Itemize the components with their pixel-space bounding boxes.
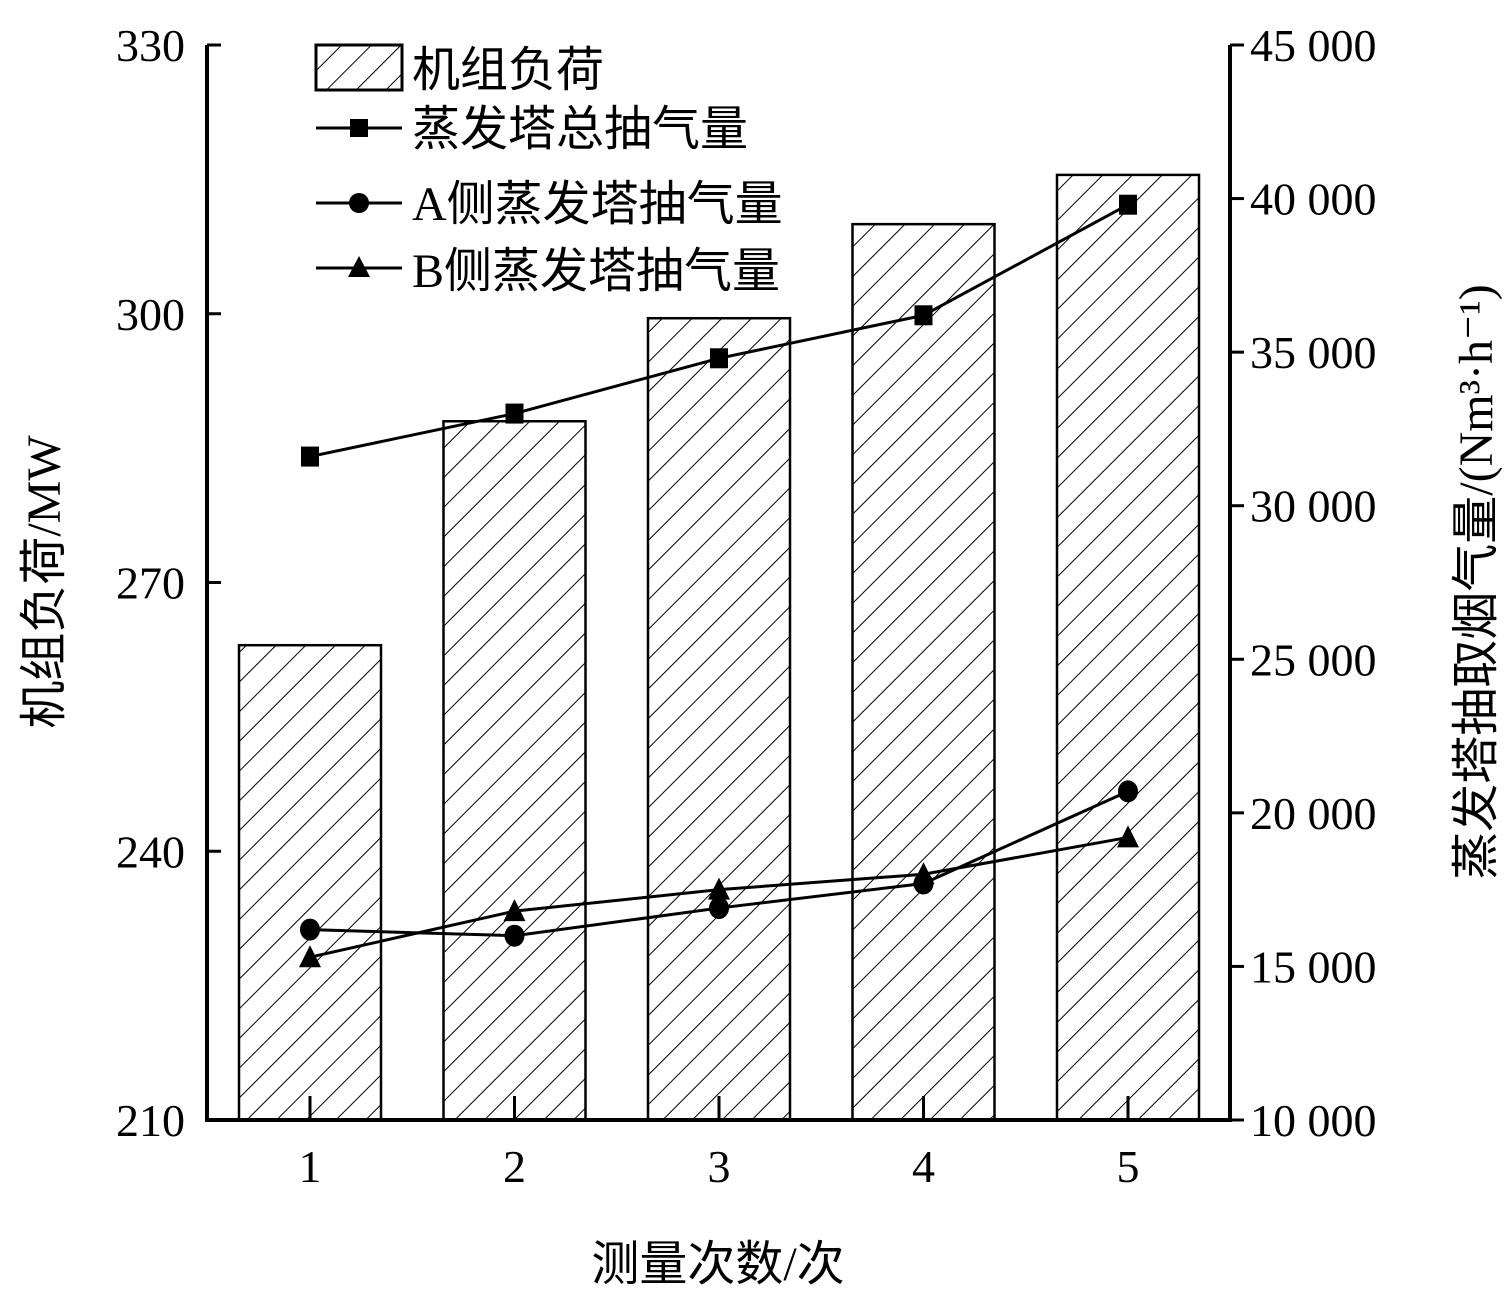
marker-triangle-2 <box>503 899 526 922</box>
marker-triangle-1 <box>299 945 321 968</box>
marker-square-1 <box>301 446 319 467</box>
legend-marker-b <box>348 256 370 277</box>
bar-2 <box>442 420 587 1122</box>
bar-3 <box>646 316 792 1122</box>
left-axis-title: 机组负荷/MW <box>18 435 71 729</box>
marker-circle-2 <box>504 924 525 947</box>
marker-square-5 <box>1119 194 1137 215</box>
bar-1 <box>237 643 383 1122</box>
right-ticks: 10 000 15 000 20 000 25 000 30 000 35 000 40 0… <box>1230 20 1377 1146</box>
legend-label-total: 蒸发塔总抽气量 <box>412 103 748 156</box>
marker-triangle-4 <box>912 862 935 885</box>
x-tick-label-5: 5 <box>1117 1141 1140 1192</box>
marker-square-4 <box>914 305 933 326</box>
legend-label-bar: 机组负荷 <box>412 44 604 97</box>
left-tick-label-240: 240 <box>116 826 185 877</box>
x-tick-label-2: 2 <box>503 1141 526 1192</box>
legend-marker-total <box>350 119 368 137</box>
left-tick-label-300: 300 <box>116 289 185 340</box>
legend-label-b: B侧蒸发塔抽气量 <box>412 245 780 298</box>
right-tick-label-20000: 20 000 <box>1250 788 1377 839</box>
lines-layer <box>299 194 1139 968</box>
right-tick-label-35000: 35 000 <box>1250 327 1377 378</box>
x-tick-label-1: 1 <box>299 1141 322 1192</box>
right-axis-title: 蒸发塔抽取烟气量/(Nm³·h⁻¹) <box>1450 284 1503 879</box>
x-tick-label-3: 3 <box>708 1141 731 1192</box>
marker-circle-3 <box>709 897 729 920</box>
marker-circle-5 <box>1118 780 1138 803</box>
right-tick-label-40000: 40 000 <box>1250 174 1377 225</box>
marker-square-3 <box>710 348 728 369</box>
marker-triangle-3 <box>708 877 730 900</box>
left-tick-label-210: 210 <box>116 1095 185 1146</box>
right-tick-label-30000: 30 000 <box>1250 481 1377 532</box>
right-tick-label-25000: 25 000 <box>1250 634 1377 685</box>
left-tick-label-270: 270 <box>116 558 185 609</box>
bars-layer <box>237 173 1201 1122</box>
legend-swatch-bar <box>314 43 404 92</box>
right-tick-label-45000: 45 000 <box>1250 20 1377 71</box>
marker-triangle-5 <box>1117 825 1139 848</box>
right-tick-label-15000: 15 000 <box>1250 941 1377 992</box>
left-tick-label-330: 330 <box>116 20 185 71</box>
legend-marker-a <box>349 193 369 213</box>
x-tick-label-4: 4 <box>912 1141 935 1192</box>
left-ticks: 210 240 270 300 330 <box>116 20 221 1146</box>
legend-label-a: A侧蒸发塔抽气量 <box>412 178 783 231</box>
marker-square-2 <box>505 403 524 424</box>
legend: 机组负荷 蒸发塔总抽气量 A侧蒸发塔抽气量 B侧蒸发塔抽气量 <box>314 43 783 298</box>
right-tick-label-10000: 10 000 <box>1250 1095 1377 1146</box>
bar-5 <box>1055 173 1201 1122</box>
x-ticks: 1 2 3 4 5 <box>299 1096 1140 1192</box>
bar-4 <box>851 222 996 1122</box>
x-axis-title: 测量次数/次 <box>591 1238 844 1291</box>
marker-circle-1 <box>300 918 320 941</box>
